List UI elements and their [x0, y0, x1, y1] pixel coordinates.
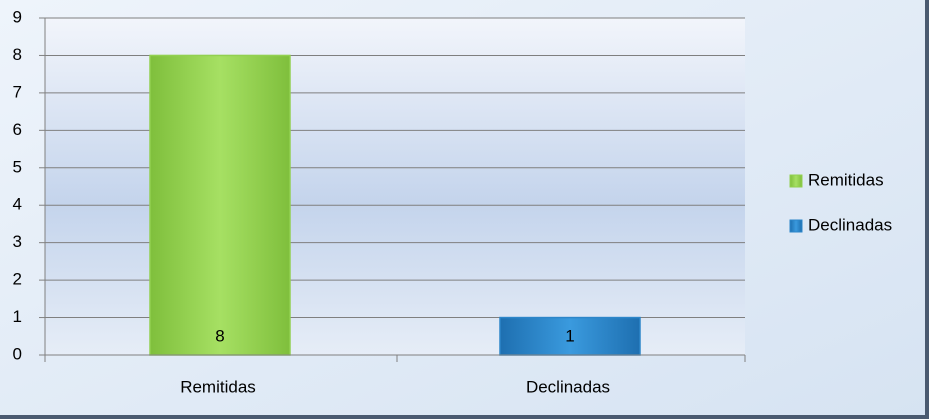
y-tick-label: 9	[13, 7, 22, 26]
y-tick-label: 8	[13, 45, 22, 64]
bar	[149, 54, 291, 356]
x-tick-label: Remitidas	[180, 377, 256, 396]
x-tick-label: Declinadas	[526, 377, 610, 396]
data-label: 8	[215, 326, 224, 345]
y-tick-label: 4	[13, 195, 22, 214]
legend-label: Remitidas	[808, 170, 884, 189]
y-tick-label: 7	[13, 82, 22, 101]
data-label: 1	[565, 326, 574, 345]
y-tick-label: 0	[13, 344, 22, 363]
y-tick-label: 3	[13, 232, 22, 251]
y-tick-label: 6	[13, 120, 22, 139]
y-tick-label: 1	[13, 307, 22, 326]
y-tick-label: 2	[13, 270, 22, 289]
legend-swatch	[789, 174, 803, 188]
bar	[499, 316, 641, 356]
chart-layer: 0 1 2 3 4 5 6 7 8 9 Remitidas 8 Declinadas 1 Remitidas…	[13, 7, 893, 396]
legend-label: Declinadas	[808, 215, 892, 234]
legend-swatch	[789, 219, 803, 233]
y-tick-label: 5	[13, 157, 22, 176]
